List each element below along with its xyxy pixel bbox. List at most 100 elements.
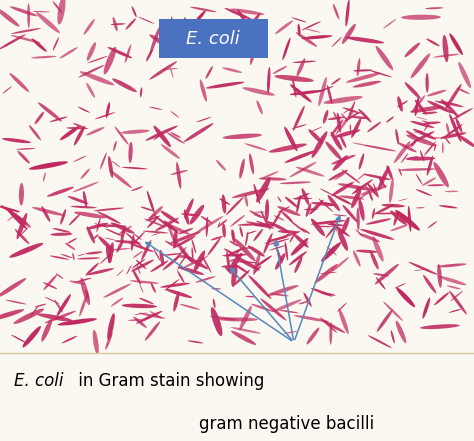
Ellipse shape	[328, 170, 348, 181]
Ellipse shape	[328, 246, 334, 255]
Ellipse shape	[149, 107, 163, 110]
Ellipse shape	[294, 315, 329, 322]
Ellipse shape	[127, 265, 132, 275]
Ellipse shape	[390, 211, 407, 225]
Ellipse shape	[242, 247, 254, 249]
Ellipse shape	[317, 226, 333, 227]
Ellipse shape	[170, 67, 173, 78]
Ellipse shape	[0, 309, 24, 321]
Ellipse shape	[301, 35, 332, 39]
Ellipse shape	[57, 318, 97, 325]
Ellipse shape	[410, 138, 418, 147]
Ellipse shape	[121, 130, 149, 134]
Ellipse shape	[139, 313, 165, 319]
Ellipse shape	[283, 37, 291, 60]
Ellipse shape	[254, 183, 260, 204]
Ellipse shape	[415, 100, 427, 115]
Ellipse shape	[223, 134, 262, 139]
Ellipse shape	[183, 123, 214, 142]
Ellipse shape	[73, 156, 86, 162]
Ellipse shape	[299, 300, 310, 304]
Ellipse shape	[458, 62, 471, 88]
Ellipse shape	[393, 211, 399, 226]
Ellipse shape	[129, 243, 154, 252]
Ellipse shape	[136, 311, 163, 324]
Ellipse shape	[306, 203, 311, 217]
Ellipse shape	[333, 4, 339, 19]
Ellipse shape	[359, 233, 380, 242]
Ellipse shape	[353, 69, 373, 71]
Ellipse shape	[265, 199, 269, 221]
Ellipse shape	[320, 272, 337, 274]
Ellipse shape	[413, 129, 436, 140]
Ellipse shape	[161, 144, 180, 159]
Ellipse shape	[171, 170, 188, 175]
Ellipse shape	[56, 273, 64, 279]
Ellipse shape	[31, 38, 47, 52]
Ellipse shape	[410, 121, 434, 128]
Ellipse shape	[315, 222, 329, 224]
Ellipse shape	[421, 120, 430, 123]
Ellipse shape	[163, 255, 181, 270]
Ellipse shape	[68, 196, 88, 204]
Ellipse shape	[236, 261, 258, 263]
Ellipse shape	[335, 129, 360, 138]
Ellipse shape	[231, 331, 256, 345]
Ellipse shape	[237, 9, 248, 25]
Ellipse shape	[386, 165, 393, 180]
Ellipse shape	[201, 254, 211, 273]
Ellipse shape	[136, 260, 146, 269]
Ellipse shape	[249, 210, 264, 218]
Ellipse shape	[303, 292, 312, 306]
Ellipse shape	[440, 132, 466, 139]
Ellipse shape	[259, 177, 287, 180]
Ellipse shape	[134, 313, 147, 315]
Ellipse shape	[128, 319, 142, 321]
Ellipse shape	[442, 142, 444, 153]
Ellipse shape	[139, 298, 154, 304]
Ellipse shape	[134, 234, 142, 240]
Ellipse shape	[79, 293, 88, 317]
Ellipse shape	[391, 330, 395, 344]
Ellipse shape	[328, 116, 345, 120]
Ellipse shape	[50, 116, 68, 122]
Ellipse shape	[43, 275, 57, 290]
Ellipse shape	[337, 229, 348, 251]
Ellipse shape	[206, 217, 208, 237]
Ellipse shape	[321, 242, 341, 262]
Ellipse shape	[267, 285, 299, 296]
Ellipse shape	[130, 280, 159, 284]
Ellipse shape	[132, 6, 137, 17]
Ellipse shape	[422, 112, 438, 114]
Ellipse shape	[224, 248, 240, 258]
Ellipse shape	[35, 112, 44, 124]
Ellipse shape	[177, 264, 181, 270]
Ellipse shape	[22, 326, 41, 348]
Ellipse shape	[350, 124, 351, 131]
Ellipse shape	[193, 11, 206, 24]
Ellipse shape	[317, 86, 334, 92]
Ellipse shape	[372, 208, 375, 219]
Ellipse shape	[113, 17, 118, 31]
Ellipse shape	[117, 269, 124, 277]
Ellipse shape	[71, 206, 97, 208]
Ellipse shape	[112, 248, 130, 250]
Ellipse shape	[146, 213, 156, 221]
Ellipse shape	[311, 220, 345, 225]
Ellipse shape	[361, 185, 387, 195]
Ellipse shape	[292, 124, 307, 129]
Ellipse shape	[16, 148, 35, 150]
Ellipse shape	[195, 276, 216, 283]
Ellipse shape	[222, 224, 226, 238]
Ellipse shape	[364, 145, 396, 151]
Ellipse shape	[261, 210, 270, 230]
Ellipse shape	[170, 232, 201, 244]
Ellipse shape	[170, 132, 181, 138]
Ellipse shape	[98, 236, 114, 252]
Ellipse shape	[231, 265, 237, 287]
Ellipse shape	[111, 161, 120, 168]
Ellipse shape	[415, 117, 428, 120]
Ellipse shape	[0, 34, 26, 50]
Ellipse shape	[29, 161, 68, 170]
Ellipse shape	[43, 172, 46, 182]
